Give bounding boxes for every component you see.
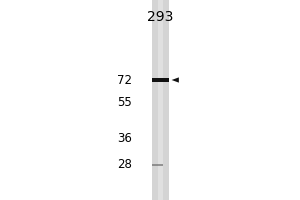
Bar bbox=[152, 0, 169, 200]
Polygon shape bbox=[172, 77, 179, 83]
Text: 36: 36 bbox=[117, 132, 132, 146]
Text: 55: 55 bbox=[117, 96, 132, 108]
Text: 28: 28 bbox=[117, 158, 132, 171]
Bar bbox=[152, 78, 169, 82]
Text: 293: 293 bbox=[147, 10, 174, 24]
Text: 72: 72 bbox=[117, 73, 132, 86]
Bar bbox=[152, 164, 163, 166]
Bar bbox=[152, 0, 169, 200]
Bar bbox=[158, 0, 163, 200]
